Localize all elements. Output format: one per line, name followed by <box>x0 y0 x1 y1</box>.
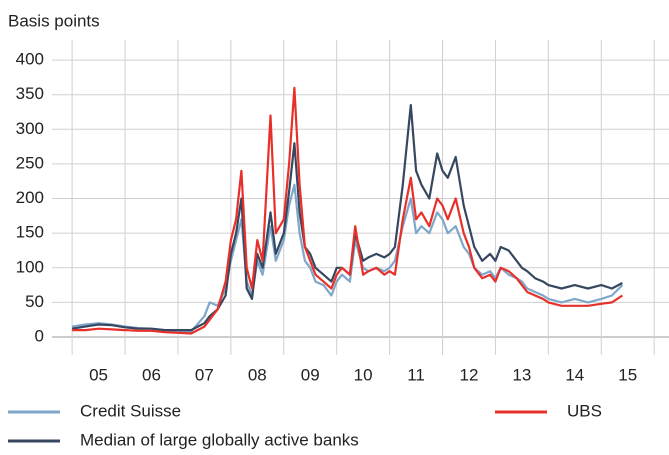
x-tick-label: 07 <box>195 365 214 384</box>
y-tick-label: 350 <box>16 84 44 103</box>
x-tick-label: 10 <box>354 365 373 384</box>
series-line <box>72 86 624 335</box>
x-tick-label: 14 <box>565 365 584 384</box>
legend-label: UBS <box>567 401 602 420</box>
x-tick-label: 12 <box>460 365 479 384</box>
x-tick-label: 08 <box>248 365 267 384</box>
y-tick-label: 0 <box>35 326 44 345</box>
x-tick-label: 13 <box>512 365 531 384</box>
y-axis-label: Basis points <box>8 11 100 30</box>
y-tick-label: 150 <box>16 223 44 242</box>
legend-label: Median of large globally active banks <box>80 430 359 449</box>
y-tick-label: 250 <box>16 153 44 172</box>
y-tick-label: 400 <box>16 50 44 69</box>
x-tick-label: 05 <box>89 365 108 384</box>
x-tick-label: 15 <box>618 365 637 384</box>
legend-label: Credit Suisse <box>80 401 181 420</box>
y-tick-label: 100 <box>16 257 44 276</box>
x-tick-label: 11 <box>407 365 425 384</box>
series-line <box>71 183 624 333</box>
x-tick-label: 09 <box>301 365 320 384</box>
y-tick-label: 300 <box>16 119 44 138</box>
x-tick-label: 06 <box>142 365 161 384</box>
y-tick-label: 200 <box>16 188 44 207</box>
y-tick-label: 50 <box>25 292 44 311</box>
